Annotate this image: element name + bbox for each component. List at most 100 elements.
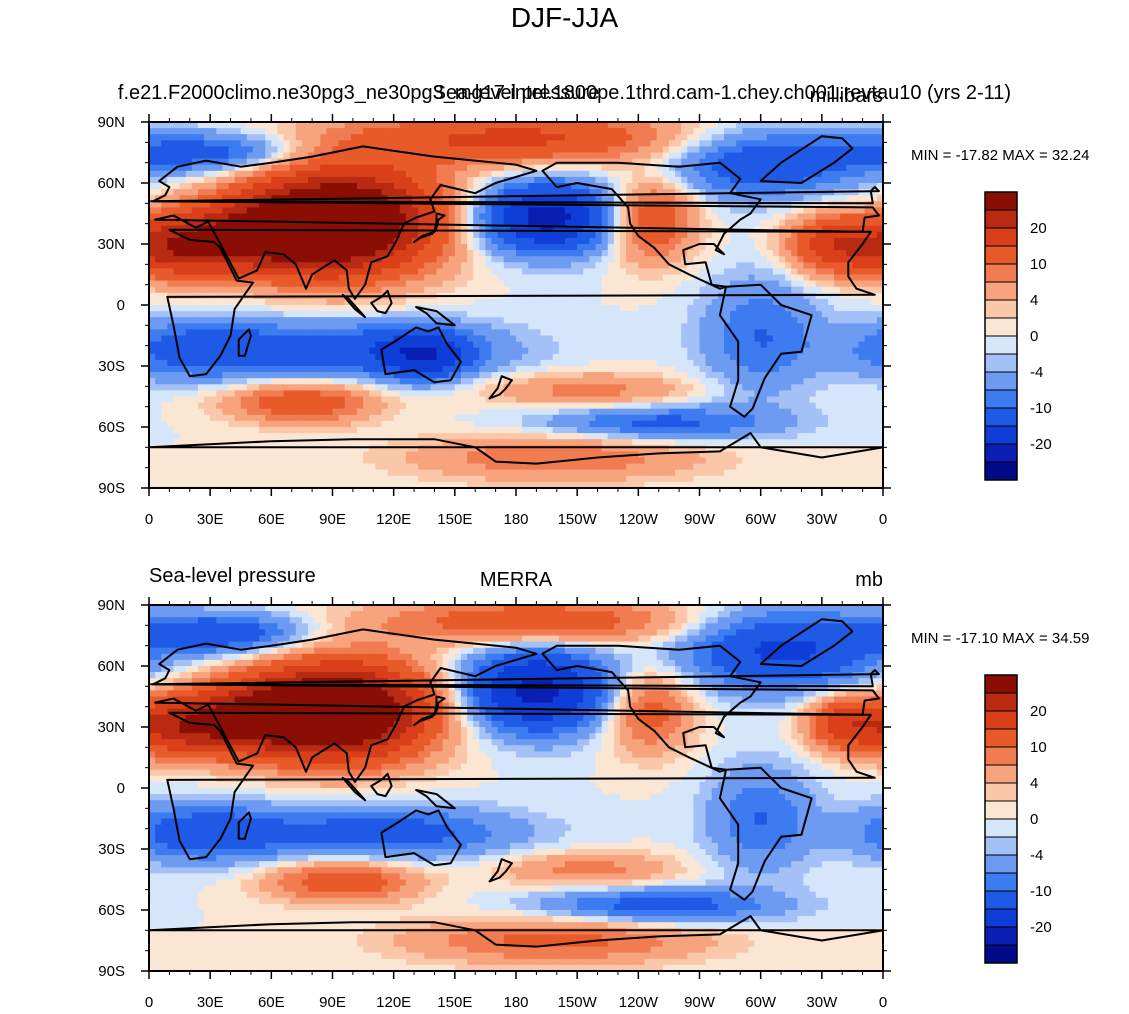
field-cell (723, 250, 731, 257)
field-cell (161, 189, 168, 196)
field-cell (760, 146, 768, 154)
field-cell (821, 207, 829, 215)
field-cell (167, 122, 175, 129)
field-cell (852, 268, 860, 276)
field-cell (326, 158, 334, 166)
field-cell (589, 164, 597, 172)
field-cell (717, 213, 725, 221)
field-cell (815, 122, 823, 129)
field-cell (675, 353, 682, 361)
field-cell (234, 323, 242, 330)
field-cell (289, 353, 297, 361)
field-cell (803, 207, 811, 215)
field-cell (491, 207, 499, 215)
field-cell (742, 195, 750, 202)
field-cell (687, 268, 694, 276)
field-cell (283, 366, 291, 373)
field-cell (650, 323, 658, 330)
field-cell (876, 152, 883, 160)
field-cell (369, 372, 376, 379)
field-cell (314, 146, 321, 154)
field-cell (173, 256, 181, 263)
field-cell (246, 207, 254, 215)
field-cell (644, 256, 652, 263)
field-cell (460, 274, 468, 282)
field-cell (301, 311, 309, 318)
field-cell (876, 140, 883, 147)
field-cell (546, 134, 554, 141)
field-cell (167, 158, 175, 166)
field-cell (779, 207, 786, 215)
field-cell (338, 353, 346, 361)
field-cell (779, 335, 786, 343)
field-cell (271, 225, 279, 233)
field-cell (601, 195, 609, 202)
field-cell (754, 341, 762, 349)
field-cell (289, 158, 297, 166)
field-cell (717, 134, 725, 141)
field-cell (754, 183, 762, 190)
field-cell (552, 158, 560, 166)
field-cell (246, 219, 254, 227)
field-cell (571, 305, 578, 312)
field-cell (412, 353, 419, 361)
field-cell (564, 183, 572, 190)
field-cell (179, 274, 187, 282)
field-cell (613, 256, 621, 263)
field-cell (314, 201, 321, 208)
field-cell (577, 244, 584, 251)
field-cell (607, 335, 615, 343)
field-cell (185, 122, 193, 129)
field-cell (564, 134, 572, 141)
field-cell (668, 122, 676, 129)
field-cell (448, 237, 456, 245)
field-cell (589, 317, 597, 324)
field-cell (393, 341, 401, 349)
field-cell (326, 152, 334, 160)
field-cell (687, 353, 694, 361)
field-cell (497, 347, 505, 355)
field-cell (644, 152, 652, 160)
field-cell (356, 170, 364, 178)
field-cell (442, 366, 450, 373)
field-cell (460, 329, 468, 337)
field-cell (766, 311, 774, 318)
field-cell (846, 341, 854, 349)
field-cell (283, 201, 291, 208)
field-cell (467, 256, 474, 263)
field-cell (516, 213, 523, 221)
field-cell (797, 341, 805, 349)
field-cell (283, 262, 291, 269)
field-cell (516, 372, 523, 379)
field-cell (185, 244, 193, 251)
field-cell (534, 225, 542, 233)
field-cell (326, 262, 334, 269)
field-cell (418, 366, 425, 373)
field-cell (528, 207, 535, 215)
field-cell (363, 347, 370, 355)
field-cell (332, 146, 340, 154)
field-cell (197, 347, 205, 355)
field-cell (662, 311, 670, 318)
field-cell (619, 341, 627, 349)
field-cell (314, 372, 321, 379)
field-cell (540, 164, 548, 172)
field-cell (491, 280, 499, 288)
field-cell (381, 329, 389, 337)
field-cell (381, 256, 389, 263)
field-cell (846, 195, 854, 202)
field-cell (662, 237, 670, 245)
field-cell (552, 195, 560, 202)
field-cell (864, 134, 872, 141)
field-cell (779, 231, 786, 239)
field-cell (668, 207, 676, 215)
field-cell (668, 195, 676, 202)
field-cell (375, 298, 383, 306)
field-cell (497, 366, 505, 373)
field-cell (338, 317, 346, 324)
field-cell (827, 286, 835, 294)
field-cell (675, 128, 682, 135)
field-cell (656, 237, 664, 245)
field-cell (167, 262, 175, 269)
field-cell (191, 195, 199, 202)
